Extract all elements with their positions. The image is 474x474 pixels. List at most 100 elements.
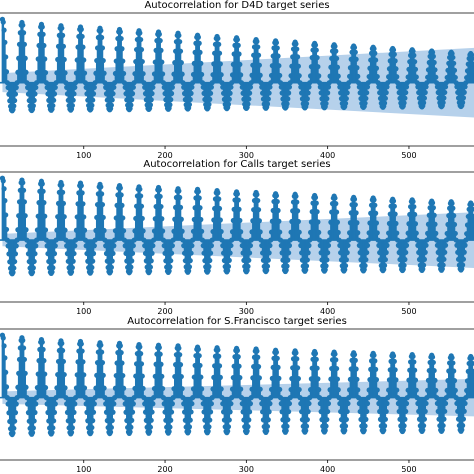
acf-point (423, 242, 429, 248)
acf-point (186, 101, 193, 108)
acf-point (246, 96, 252, 102)
acf-point (352, 202, 358, 208)
acf-point (60, 347, 66, 354)
acf-point (345, 400, 351, 407)
acf-point (90, 409, 97, 415)
acf-point (314, 365, 320, 371)
acf-point (363, 95, 369, 102)
acf-point (156, 187, 162, 193)
acf-point (80, 359, 86, 365)
acf-point (295, 63, 301, 69)
acf-point (274, 45, 280, 51)
acf-point (169, 401, 175, 407)
acf-point (0, 335, 6, 341)
acf-point (294, 208, 301, 214)
acf-point (128, 102, 134, 108)
acf-point (23, 69, 29, 75)
acf-point (138, 46, 145, 53)
acf-point (21, 199, 27, 205)
acf-point (295, 376, 301, 382)
acf-point (451, 67, 458, 73)
acf-point (168, 417, 174, 423)
acf-point (225, 267, 231, 274)
acf-point (374, 387, 380, 393)
acf-point (189, 243, 195, 249)
acf-point (432, 221, 438, 227)
acf-point (342, 427, 348, 433)
acf-point (146, 429, 153, 435)
acf-point (247, 401, 254, 407)
acf-point (244, 428, 250, 434)
acf-point (216, 196, 222, 202)
acf-point (81, 214, 87, 220)
acf-point (354, 65, 360, 71)
acf-point (267, 401, 273, 407)
acf-point (195, 34, 201, 40)
acf-point (226, 257, 232, 263)
acf-point (62, 227, 68, 233)
acf-point (306, 242, 312, 249)
acf-point (364, 249, 370, 256)
acf-point (275, 364, 281, 371)
acf-point (312, 350, 319, 357)
acf-point (138, 193, 144, 199)
acf-point (71, 409, 77, 415)
acf-point (373, 57, 379, 63)
acf-point (59, 182, 65, 188)
acf-point (381, 427, 387, 433)
acf-point (460, 416, 467, 422)
acf-point (3, 226, 10, 233)
acf-point (313, 200, 319, 206)
acf-point (353, 366, 359, 372)
acf-point (286, 242, 293, 249)
acf-point (373, 220, 380, 226)
acf-point (149, 409, 155, 415)
acf-point (149, 90, 155, 97)
acf-point (99, 45, 106, 51)
acf-point (342, 423, 349, 429)
acf-point (101, 227, 107, 234)
acf-point (60, 32, 66, 38)
acf-point (12, 418, 18, 424)
acf-point (460, 95, 467, 101)
acf-point (431, 59, 437, 66)
acf-point (166, 428, 172, 435)
acf-point (353, 56, 359, 62)
acf-point (451, 221, 458, 228)
acf-point (42, 227, 49, 233)
acf-point (188, 409, 194, 415)
acf-point (22, 55, 28, 61)
acf-point (344, 90, 350, 96)
x-tick-label: 500 (401, 465, 416, 474)
acf-point (80, 44, 86, 50)
acf-point (294, 54, 301, 60)
acf-point (237, 217, 243, 224)
acf-point (450, 54, 456, 61)
acf-point (421, 256, 428, 262)
acf-point (411, 52, 417, 58)
acf-point (384, 400, 390, 407)
acf-point (234, 37, 241, 43)
acf-point (284, 101, 290, 107)
acf-point (364, 408, 370, 415)
acf-point (429, 354, 436, 360)
x-tick-label: 200 (157, 151, 172, 160)
acf-point (235, 42, 241, 48)
acf-point (394, 230, 400, 236)
acf-point (441, 416, 447, 422)
acf-point (247, 84, 254, 90)
acf-point (227, 409, 233, 415)
acf-point (178, 216, 184, 222)
acf-point (345, 242, 351, 249)
acf-point (333, 55, 340, 62)
acf-point (227, 90, 233, 96)
acf-point (206, 264, 212, 270)
acf-point (31, 97, 37, 103)
acf-point (322, 427, 328, 434)
acf-point (88, 429, 94, 435)
acf-point (227, 250, 233, 256)
acf-point (31, 258, 37, 265)
acf-point (411, 359, 417, 365)
acf-point (127, 268, 133, 274)
acf-point (382, 416, 388, 422)
